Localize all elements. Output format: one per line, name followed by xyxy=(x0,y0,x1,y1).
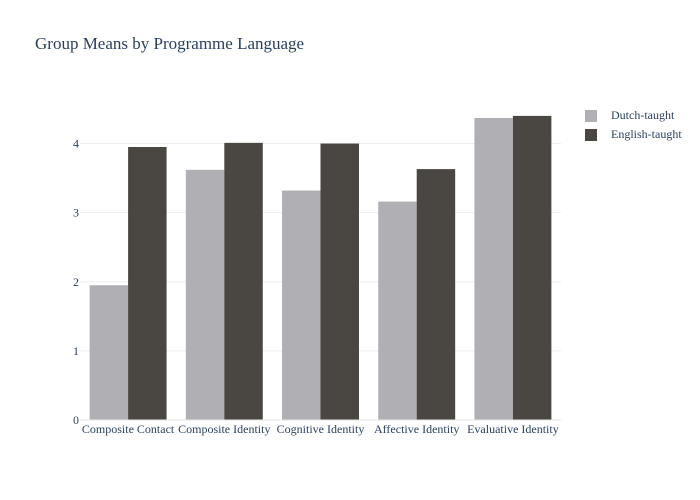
legend-item-dutch-taught[interactable]: Dutch-taught xyxy=(585,106,682,125)
x-tick-label-evaluative-identity: Evaluative Identity xyxy=(467,422,559,436)
legend-item-english-taught[interactable]: English-taught xyxy=(585,125,682,144)
y-tick-label-0: 0 xyxy=(73,413,79,427)
chart-title: Group Means by Programme Language xyxy=(35,34,305,53)
bar-english-taught-composite-contact[interactable] xyxy=(128,146,167,420)
bar-english-taught-cognitive-identity[interactable] xyxy=(320,143,359,420)
legend-swatch-dutch-taught xyxy=(585,109,597,122)
bar-english-taught-composite-identity[interactable] xyxy=(224,142,263,421)
bar-english-taught-affective-identity[interactable] xyxy=(416,169,456,420)
bar-english-taught-evaluative-identity[interactable] xyxy=(512,115,552,420)
legend-label-dutch-taught: Dutch-taught xyxy=(611,108,675,122)
bar-dutch-taught-evaluative-identity[interactable] xyxy=(474,117,513,421)
legend-label-english-taught: English-taught xyxy=(611,127,682,141)
x-tick-label-composite-identity: Composite Identity xyxy=(178,422,270,436)
legend: Dutch-taught English-taught xyxy=(585,106,682,144)
x-tick-label-affective-identity: Affective Identity xyxy=(374,422,459,436)
y-tick-label-3: 3 xyxy=(73,206,79,220)
bar-dutch-taught-composite-contact[interactable] xyxy=(89,285,129,420)
bar-dutch-taught-composite-identity[interactable] xyxy=(185,169,225,420)
y-tick-label-4: 4 xyxy=(73,137,79,151)
bar-dutch-taught-affective-identity[interactable] xyxy=(378,201,417,420)
legend-swatch-english-taught xyxy=(585,128,597,141)
y-tick-label-2: 2 xyxy=(73,275,79,289)
x-tick-label-composite-contact: Composite Contact xyxy=(82,422,175,436)
bar-dutch-taught-cognitive-identity[interactable] xyxy=(282,190,321,420)
x-tick-label-cognitive-identity: Cognitive Identity xyxy=(277,422,365,436)
y-tick-label-1: 1 xyxy=(73,344,79,358)
